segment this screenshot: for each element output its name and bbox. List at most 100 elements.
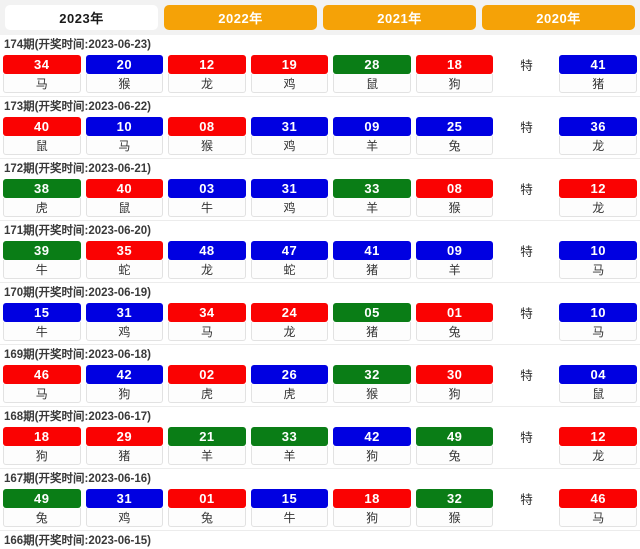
- ball-2-number: 29: [85, 427, 164, 446]
- ball-3-zodiac: 龙: [168, 260, 246, 279]
- ball-4: 33 羊: [250, 427, 329, 465]
- ball-2: 20 猴: [85, 55, 164, 93]
- ball-strip: 40 鼠 10 马 08 猴 31 鸡 09 羊 25 兔 特 36 龙: [0, 117, 640, 158]
- special-ball: 10 马: [559, 303, 638, 341]
- ball-6-zodiac: 羊: [415, 260, 494, 279]
- year-tab-2023[interactable]: 2023年: [5, 5, 158, 30]
- draw-title: 167期(开奖时间:2023-06-16): [4, 473, 152, 485]
- draw-row: 166期(开奖时间:2023-06-15)27牛41猪07鸡04鼠25兔17猪特…: [0, 531, 640, 549]
- ball-2-number: 31: [85, 303, 164, 322]
- ball-2-number: 31: [85, 489, 164, 508]
- special-ball-number: 04: [559, 365, 638, 384]
- ball-1: 38 虎: [3, 179, 81, 217]
- ball-3: 21 羊: [168, 427, 246, 465]
- special-ball-zodiac: 龙: [559, 136, 638, 155]
- ball-1-zodiac: 鼠: [3, 136, 81, 155]
- ball-5: 05 猪: [333, 303, 411, 341]
- ball-3-zodiac: 马: [168, 322, 246, 341]
- ball-strip: 46 马 42 狗 02 虎 26 虎 32 猴 30 狗特 04 鼠: [0, 365, 640, 406]
- ball-6: 32 猴: [415, 489, 494, 527]
- draw-row: 173期(开奖时间:2023-06-22) 40 鼠 10 马 08 猴 31 鸡 09 羊 25 兔 特…: [0, 97, 640, 159]
- ball-1-number: 39: [3, 241, 81, 260]
- year-tab-2022[interactable]: 2022年: [164, 5, 317, 30]
- special-ball: 12 龙: [559, 179, 638, 217]
- ball-strip: 15 牛 31 鸡 34 马 24 龙 05 猪 01 兔特 10 马: [0, 303, 640, 344]
- ball-6-number: 09: [415, 241, 494, 260]
- year-tab-bar: 2023年 2022年 2021年 2020年: [0, 0, 640, 35]
- special-ball: 41 猪: [559, 55, 638, 93]
- ball-3-zodiac: 兔: [168, 508, 246, 527]
- ball-5-number: 05: [333, 303, 411, 322]
- ball-2: 31 鸡: [85, 303, 164, 341]
- ball-3: 48 龙: [168, 241, 246, 279]
- special-ball-number: 36: [559, 117, 638, 136]
- ball-6-zodiac: 狗: [415, 384, 494, 403]
- ball-strip: 34 马 20 猴 12 龙 19 鸡 28 鼠 18 狗 特 41 猪: [0, 55, 640, 96]
- ball-2-number: 40: [85, 179, 164, 198]
- ball-5-number: 18: [333, 489, 411, 508]
- draw-row: 170期(开奖时间:2023-06-19) 15 牛 31 鸡 34 马 24 龙 05 猪 01 兔特…: [0, 283, 640, 345]
- ball-6: 25 兔: [415, 117, 494, 155]
- ball-4: 47 蛇: [250, 241, 329, 279]
- special-ball-label: 特: [520, 431, 533, 445]
- special-ball-zodiac: 鼠: [559, 384, 638, 403]
- ball-6-number: 25: [415, 117, 494, 136]
- special-ball: 04 鼠: [559, 365, 638, 403]
- ball-2: 35 蛇: [85, 241, 164, 279]
- ball-3-number: 02: [168, 365, 246, 384]
- ball-6-number: 49: [415, 427, 494, 446]
- ball-2-number: 20: [85, 55, 164, 74]
- ball-5-zodiac: 羊: [333, 136, 411, 155]
- ball-2-zodiac: 狗: [85, 384, 164, 403]
- ball-5-zodiac: 猴: [333, 384, 411, 403]
- special-ball-label: 特: [520, 59, 533, 73]
- ball-4: 31 鸡: [250, 117, 329, 155]
- draw-row: 169期(开奖时间:2023-06-18) 46 马 42 狗 02 虎 26 虎 32 猴 30 狗特…: [0, 345, 640, 407]
- ball-6-zodiac: 猴: [415, 198, 494, 217]
- draw-title: 169期(开奖时间:2023-06-18): [4, 349, 152, 361]
- ball-6-zodiac: 兔: [415, 136, 494, 155]
- ball-2: 29 猪: [85, 427, 164, 465]
- ball-2-zodiac: 鸡: [85, 508, 164, 527]
- ball-2: 40 鼠: [85, 179, 164, 217]
- special-ball-zodiac: 龙: [559, 198, 638, 217]
- draw-title: 170期(开奖时间:2023-06-19): [4, 287, 152, 299]
- year-tab-2021[interactable]: 2021年: [323, 5, 476, 30]
- ball-strip: 39 牛 35 蛇 48 龙 47 蛇 41 猪 09 羊特 10 马: [0, 241, 640, 282]
- ball-2: 42 狗: [85, 365, 164, 403]
- ball-3: 02 虎: [168, 365, 246, 403]
- ball-4-number: 24: [250, 303, 329, 322]
- ball-1-number: 40: [3, 117, 81, 136]
- ball-1-zodiac: 马: [3, 384, 81, 403]
- ball-3-zodiac: 羊: [168, 446, 246, 465]
- ball-3: 01 兔: [168, 489, 246, 527]
- ball-5-zodiac: 猪: [333, 322, 411, 341]
- ball-3-zodiac: 龙: [168, 74, 246, 93]
- ball-5-number: 33: [333, 179, 411, 198]
- ball-3-zodiac: 牛: [168, 198, 246, 217]
- special-ball-number: 46: [559, 489, 638, 508]
- ball-3-number: 34: [168, 303, 246, 322]
- ball-strip: 38 虎 40 鼠 03 牛 31 鸡 33 羊 08 猴 特 12 龙: [0, 179, 640, 220]
- ball-4-number: 31: [250, 179, 329, 198]
- ball-6: 08 猴: [415, 179, 494, 217]
- ball-1-number: 49: [3, 489, 81, 508]
- special-ball: 10 马: [559, 241, 638, 279]
- ball-strip: 18 狗 29 猪 21 羊 33 羊 42 狗 49 兔特 12 龙: [0, 427, 640, 468]
- ball-5-zodiac: 狗: [333, 446, 411, 465]
- ball-4: 15 牛: [250, 489, 329, 527]
- year-tab-2020[interactable]: 2020年: [482, 5, 635, 30]
- ball-3-number: 12: [168, 55, 246, 74]
- ball-4-zodiac: 鸡: [250, 74, 329, 93]
- ball-5-number: 41: [333, 241, 411, 260]
- ball-1-number: 15: [3, 303, 81, 322]
- ball-2-number: 42: [85, 365, 164, 384]
- special-ball: 12 龙: [559, 427, 638, 465]
- draw-title: 172期(开奖时间:2023-06-21): [4, 163, 152, 175]
- special-ball-label: 特: [520, 307, 533, 321]
- ball-5: 32 猴: [333, 365, 411, 403]
- ball-4-number: 15: [250, 489, 329, 508]
- ball-1-zodiac: 兔: [3, 508, 81, 527]
- special-ball-zodiac: 马: [559, 322, 638, 341]
- ball-1: 15 牛: [3, 303, 81, 341]
